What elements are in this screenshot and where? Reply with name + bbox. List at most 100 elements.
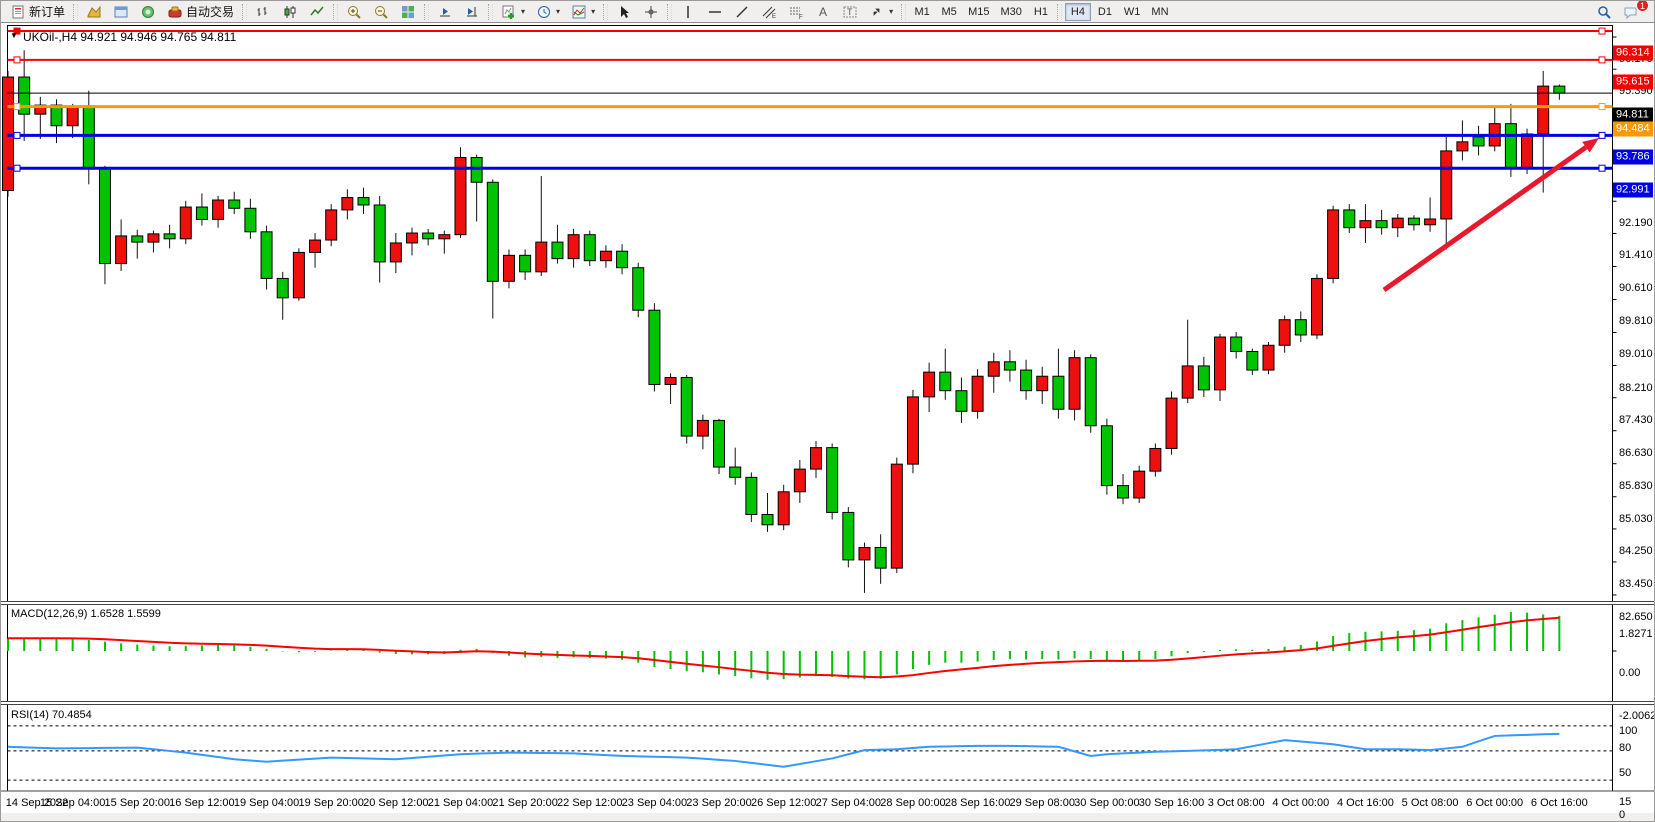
equidistant-channel-button[interactable]: E: [756, 2, 782, 22]
timeframe-button-M30[interactable]: M30: [1000, 5, 1022, 18]
text-label-button[interactable]: T: [837, 2, 863, 22]
timeframe-button-M1[interactable]: M1: [914, 5, 930, 18]
cursor-button[interactable]: [611, 2, 637, 22]
hline-right-handle[interactable]: [1598, 164, 1606, 172]
arrows-button[interactable]: ▾: [864, 2, 898, 22]
candle-body: [1424, 218, 1437, 226]
new-chart-button[interactable]: ▾: [496, 2, 530, 22]
toolbar-grip: [901, 3, 907, 20]
auto-scroll-icon: [437, 4, 453, 20]
tile-windows-button[interactable]: [395, 2, 421, 22]
candle-body: [276, 277, 289, 299]
candle-body: [616, 250, 629, 269]
dropdown-caret: ▾: [556, 7, 561, 16]
timeframe-button-M5[interactable]: M5: [941, 5, 957, 18]
hline-right-handle[interactable]: [1598, 56, 1606, 64]
candle-body: [389, 242, 402, 263]
data-window-button[interactable]: [135, 2, 161, 22]
candle-body: [486, 181, 499, 282]
macd-indicator-label: MACD(12,26,9) 1.6528 1.5599: [11, 608, 161, 620]
new-order-button[interactable]: 新订单: [5, 2, 70, 22]
svg-text:A: A: [819, 5, 827, 19]
periods-button[interactable]: ▾: [531, 2, 565, 22]
timeframe-button-H4[interactable]: H4: [1064, 2, 1091, 21]
hline-left-handle[interactable]: [13, 103, 21, 111]
price-axis-label: 85.030: [1619, 512, 1653, 525]
chart-shift-button[interactable]: [459, 2, 485, 22]
time-axis-label: 30 Sep 00:00: [1074, 797, 1140, 809]
crosshair-button[interactable]: [638, 2, 664, 22]
candle-body: [1262, 344, 1275, 371]
svg-text:T: T: [847, 7, 853, 17]
candle-body: [761, 513, 774, 526]
trendline-icon: [734, 4, 750, 20]
trend-arrow[interactable]: [1382, 138, 1599, 293]
trendline-button[interactable]: [729, 2, 755, 22]
price-axis-ticks: [1612, 36, 1617, 596]
timeframe-button-M15[interactable]: M15: [968, 5, 990, 18]
horizontal-line-button[interactable]: [702, 2, 728, 22]
text-button[interactable]: A: [810, 2, 836, 22]
vertical-line-button[interactable]: [675, 2, 701, 22]
candle-body: [696, 419, 709, 437]
fibonacci-button[interactable]: F: [783, 2, 809, 22]
timeframe-button-MN[interactable]: MN: [1151, 5, 1169, 18]
trend-arrow-shaft[interactable]: [1382, 145, 1588, 293]
candle-body: [1149, 447, 1162, 472]
price-axis-label: 88.210: [1619, 381, 1653, 394]
autotrading-button[interactable]: 自动交易: [162, 2, 239, 22]
zoom-in-icon: [346, 4, 362, 20]
candle-body: [66, 105, 79, 127]
price-axis-label: 89.010: [1619, 348, 1653, 361]
indicators-button[interactable]: ▾: [566, 2, 600, 22]
candle-body: [1359, 220, 1372, 229]
macd-axis-label: 0.00: [1619, 667, 1641, 679]
market-watch-button[interactable]: [108, 2, 134, 22]
price-line-badge: 96.314: [1613, 45, 1653, 61]
svg-text:E: E: [772, 14, 776, 20]
time-axis-label: 4 Oct 16:00: [1337, 797, 1394, 809]
toolbar-grip: [242, 3, 248, 20]
candle-body: [1504, 123, 1517, 170]
timeframe-button-H1[interactable]: H1: [1033, 5, 1048, 18]
hline-left-handle[interactable]: [13, 56, 21, 64]
candle-body: [971, 375, 984, 412]
chart-menu-caret[interactable]: ▼: [10, 31, 18, 40]
periods-clock-icon: [536, 4, 552, 20]
candlestick-chart-button[interactable]: [277, 2, 303, 22]
tile-windows-icon: [400, 4, 416, 20]
auto-scroll-button[interactable]: [432, 2, 458, 22]
horizontal-line-icon: [707, 4, 723, 20]
candle-body: [745, 476, 758, 515]
zoom-in-button[interactable]: [341, 2, 367, 22]
candlestick-chart-icon: [282, 4, 298, 20]
candle-body: [1440, 150, 1453, 220]
charts-profile-button[interactable]: [81, 2, 107, 22]
hline-right-handle[interactable]: [1598, 131, 1606, 139]
timeframe-button-D1[interactable]: D1: [1097, 5, 1112, 18]
candle-body: [1003, 361, 1016, 371]
hline-left-handle[interactable]: [13, 27, 21, 35]
hline-left-handle[interactable]: [13, 131, 21, 139]
hline-right-handle[interactable]: [1598, 103, 1606, 111]
time-axis-label: 26 Sep 12:00: [750, 797, 817, 809]
hline-left-handle[interactable]: [13, 164, 21, 172]
zoom-out-button[interactable]: [368, 2, 394, 22]
hline-right-handle[interactable]: [1598, 27, 1606, 35]
candle-body: [1343, 209, 1356, 229]
search-button[interactable]: [1591, 2, 1617, 22]
candle-body: [147, 233, 160, 243]
candle-body: [1391, 217, 1404, 229]
candle-body: [777, 491, 790, 526]
notifications-button[interactable]: 1: [1618, 1, 1649, 22]
bar-chart-button[interactable]: [250, 2, 276, 22]
timeframe-button-W1[interactable]: W1: [1123, 5, 1141, 18]
toolbar-grip: [424, 3, 430, 20]
indicators-icon: [571, 4, 587, 20]
time-axis-label: 19 Sep 04:00: [233, 797, 300, 809]
line-chart-button[interactable]: [304, 2, 330, 22]
time-axis-label: 28 Sep 00:00: [880, 797, 946, 809]
time-axis-label: 6 Oct 00:00: [1466, 797, 1524, 809]
price-line-badge: 92.991: [1613, 182, 1653, 198]
cursor-icon: [616, 4, 632, 20]
